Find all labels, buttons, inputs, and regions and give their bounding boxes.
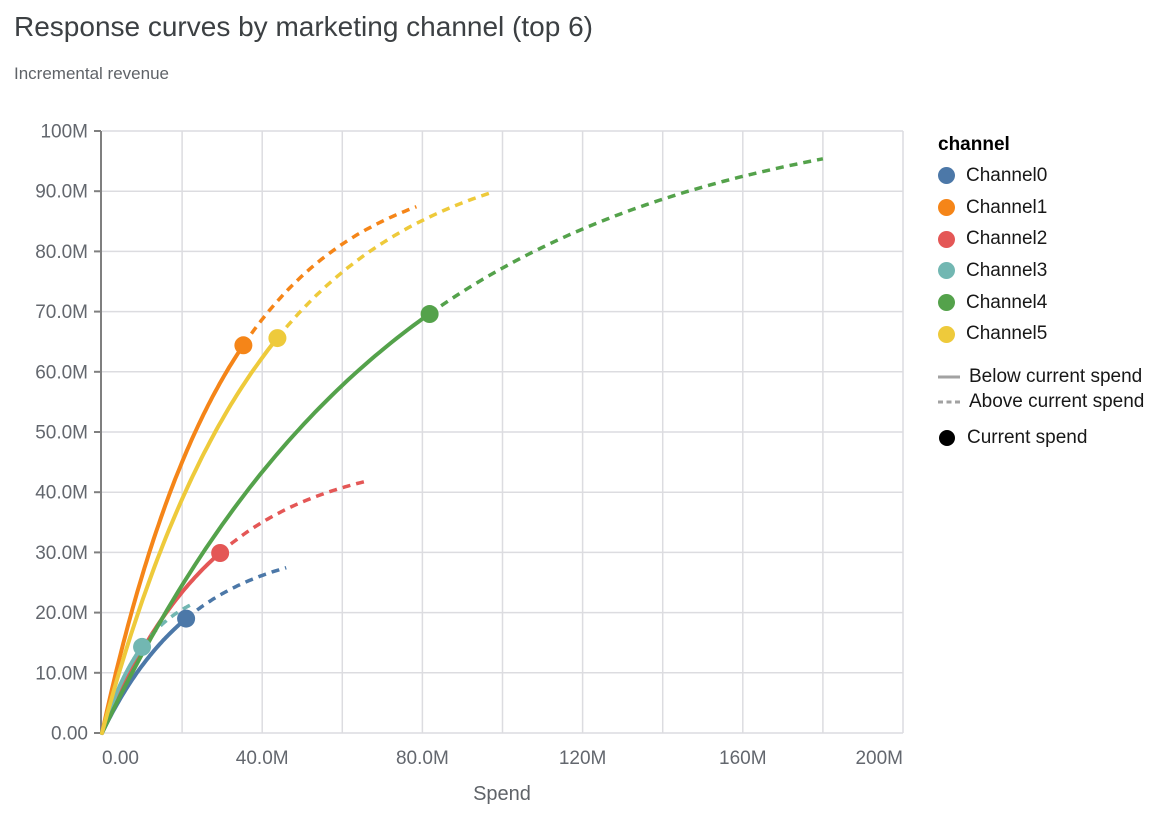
y-tick-label: 50.0M	[35, 423, 88, 444]
y-axis: 0.00 10.0M 20.0M 30.0M 40.0M 50.0M 60.0M 70.0M 8…	[35, 122, 102, 745]
curve-above-current-Channel1	[241, 205, 418, 347]
legend-item-below-current-spend: Below current spend	[936, 364, 1144, 389]
current-spend-points	[133, 305, 439, 656]
legend-linestyle-items: Below current spend Above current spend	[936, 364, 1144, 414]
legend-swatch-channel1	[938, 199, 955, 217]
legend-label: Channel0	[966, 164, 1048, 186]
legend-swatch-channel2	[938, 230, 955, 248]
legend-label: Above current spend	[969, 390, 1145, 412]
current-spend-point-Channel4	[420, 305, 439, 324]
legend-point-item: Current spend	[936, 425, 1144, 450]
y-tick-label: 70.0M	[35, 302, 88, 323]
legend-item-channel5: Channel5	[936, 318, 1144, 350]
gridlines	[102, 130, 904, 734]
legend-item-channel2: Channel2	[936, 223, 1144, 255]
y-tick-label: 40.0M	[35, 483, 88, 504]
legend-swatch-channel3	[938, 262, 955, 280]
current-spend-dot-icon	[939, 429, 955, 446]
y-tick-label: 0.00	[51, 724, 88, 745]
dashed-line-icon	[938, 399, 960, 405]
legend-item-channel0: Channel0	[936, 160, 1144, 192]
curve-above-current-Channel5	[276, 191, 491, 340]
legend-item-above-current-spend: Above current spend	[936, 389, 1144, 414]
legend-item-channel1: Channel1	[936, 192, 1144, 224]
y-tick-label: 30.0M	[35, 543, 88, 564]
current-spend-point-Channel3	[133, 637, 152, 656]
curve-above-current-Channel0	[184, 566, 287, 621]
y-tick-label: 80.0M	[35, 242, 88, 263]
legend: channel Channel0 Channel1 Channel2 Channel3…	[936, 134, 1144, 450]
curve-below-current-Channel1	[100, 343, 246, 735]
series-curves	[100, 157, 824, 735]
x-tick-label: 0.00	[102, 748, 139, 769]
chart-title: Response curves by marketing channel (to…	[14, 11, 593, 42]
x-tick-label: 160M	[719, 748, 767, 769]
y-tick-label: 100M	[40, 122, 88, 143]
legend-label: Channel3	[966, 259, 1048, 281]
legend-swatch-channel4	[938, 294, 955, 312]
legend-channel-items: Channel0 Channel1 Channel2 Channel3 Channel4…	[936, 160, 1144, 350]
legend-swatch-channel0	[938, 167, 955, 185]
y-tick-label: 60.0M	[35, 362, 88, 383]
x-axis-title: Spend	[473, 783, 531, 805]
curve-above-current-Channel4	[428, 157, 824, 316]
x-tick-label: 200M	[855, 748, 903, 769]
y-tick-label: 90.0M	[35, 182, 88, 203]
x-tick-label: 120M	[559, 748, 607, 769]
legend-label: Channel1	[966, 196, 1048, 218]
current-spend-point-Channel1	[234, 336, 253, 355]
legend-item-channel3: Channel3	[936, 255, 1144, 287]
current-spend-point-Channel0	[177, 609, 196, 628]
legend-label: Channel2	[966, 228, 1048, 250]
curve-above-current-Channel2	[218, 480, 365, 555]
curve-below-current-Channel5	[100, 336, 280, 735]
legend-item-current-spend: Current spend	[936, 425, 1144, 450]
legend-title: channel	[938, 134, 1010, 155]
legend-item-channel4: Channel4	[936, 287, 1144, 319]
curve-above-current-Channel3	[140, 603, 191, 648]
x-tick-label: 80.0M	[396, 748, 449, 769]
x-tick-label: 40.0M	[236, 748, 289, 769]
legend-label: Channel4	[966, 291, 1048, 313]
x-axis: 0.00 40.0M 80.0M 120M 160M 200M	[102, 748, 903, 769]
current-spend-point-Channel5	[268, 329, 287, 348]
solid-line-icon	[938, 374, 960, 380]
legend-label: Below current spend	[969, 365, 1143, 387]
chart-subtitle: Incremental revenue	[14, 64, 169, 83]
y-tick-label: 20.0M	[35, 603, 88, 624]
y-tick-label: 10.0M	[35, 663, 88, 684]
current-spend-point-Channel2	[211, 544, 230, 563]
legend-label: Channel5	[966, 323, 1048, 345]
curve-below-current-Channel4	[100, 311, 432, 735]
legend-label: Current spend	[967, 426, 1088, 448]
legend-swatch-channel5	[938, 325, 955, 343]
